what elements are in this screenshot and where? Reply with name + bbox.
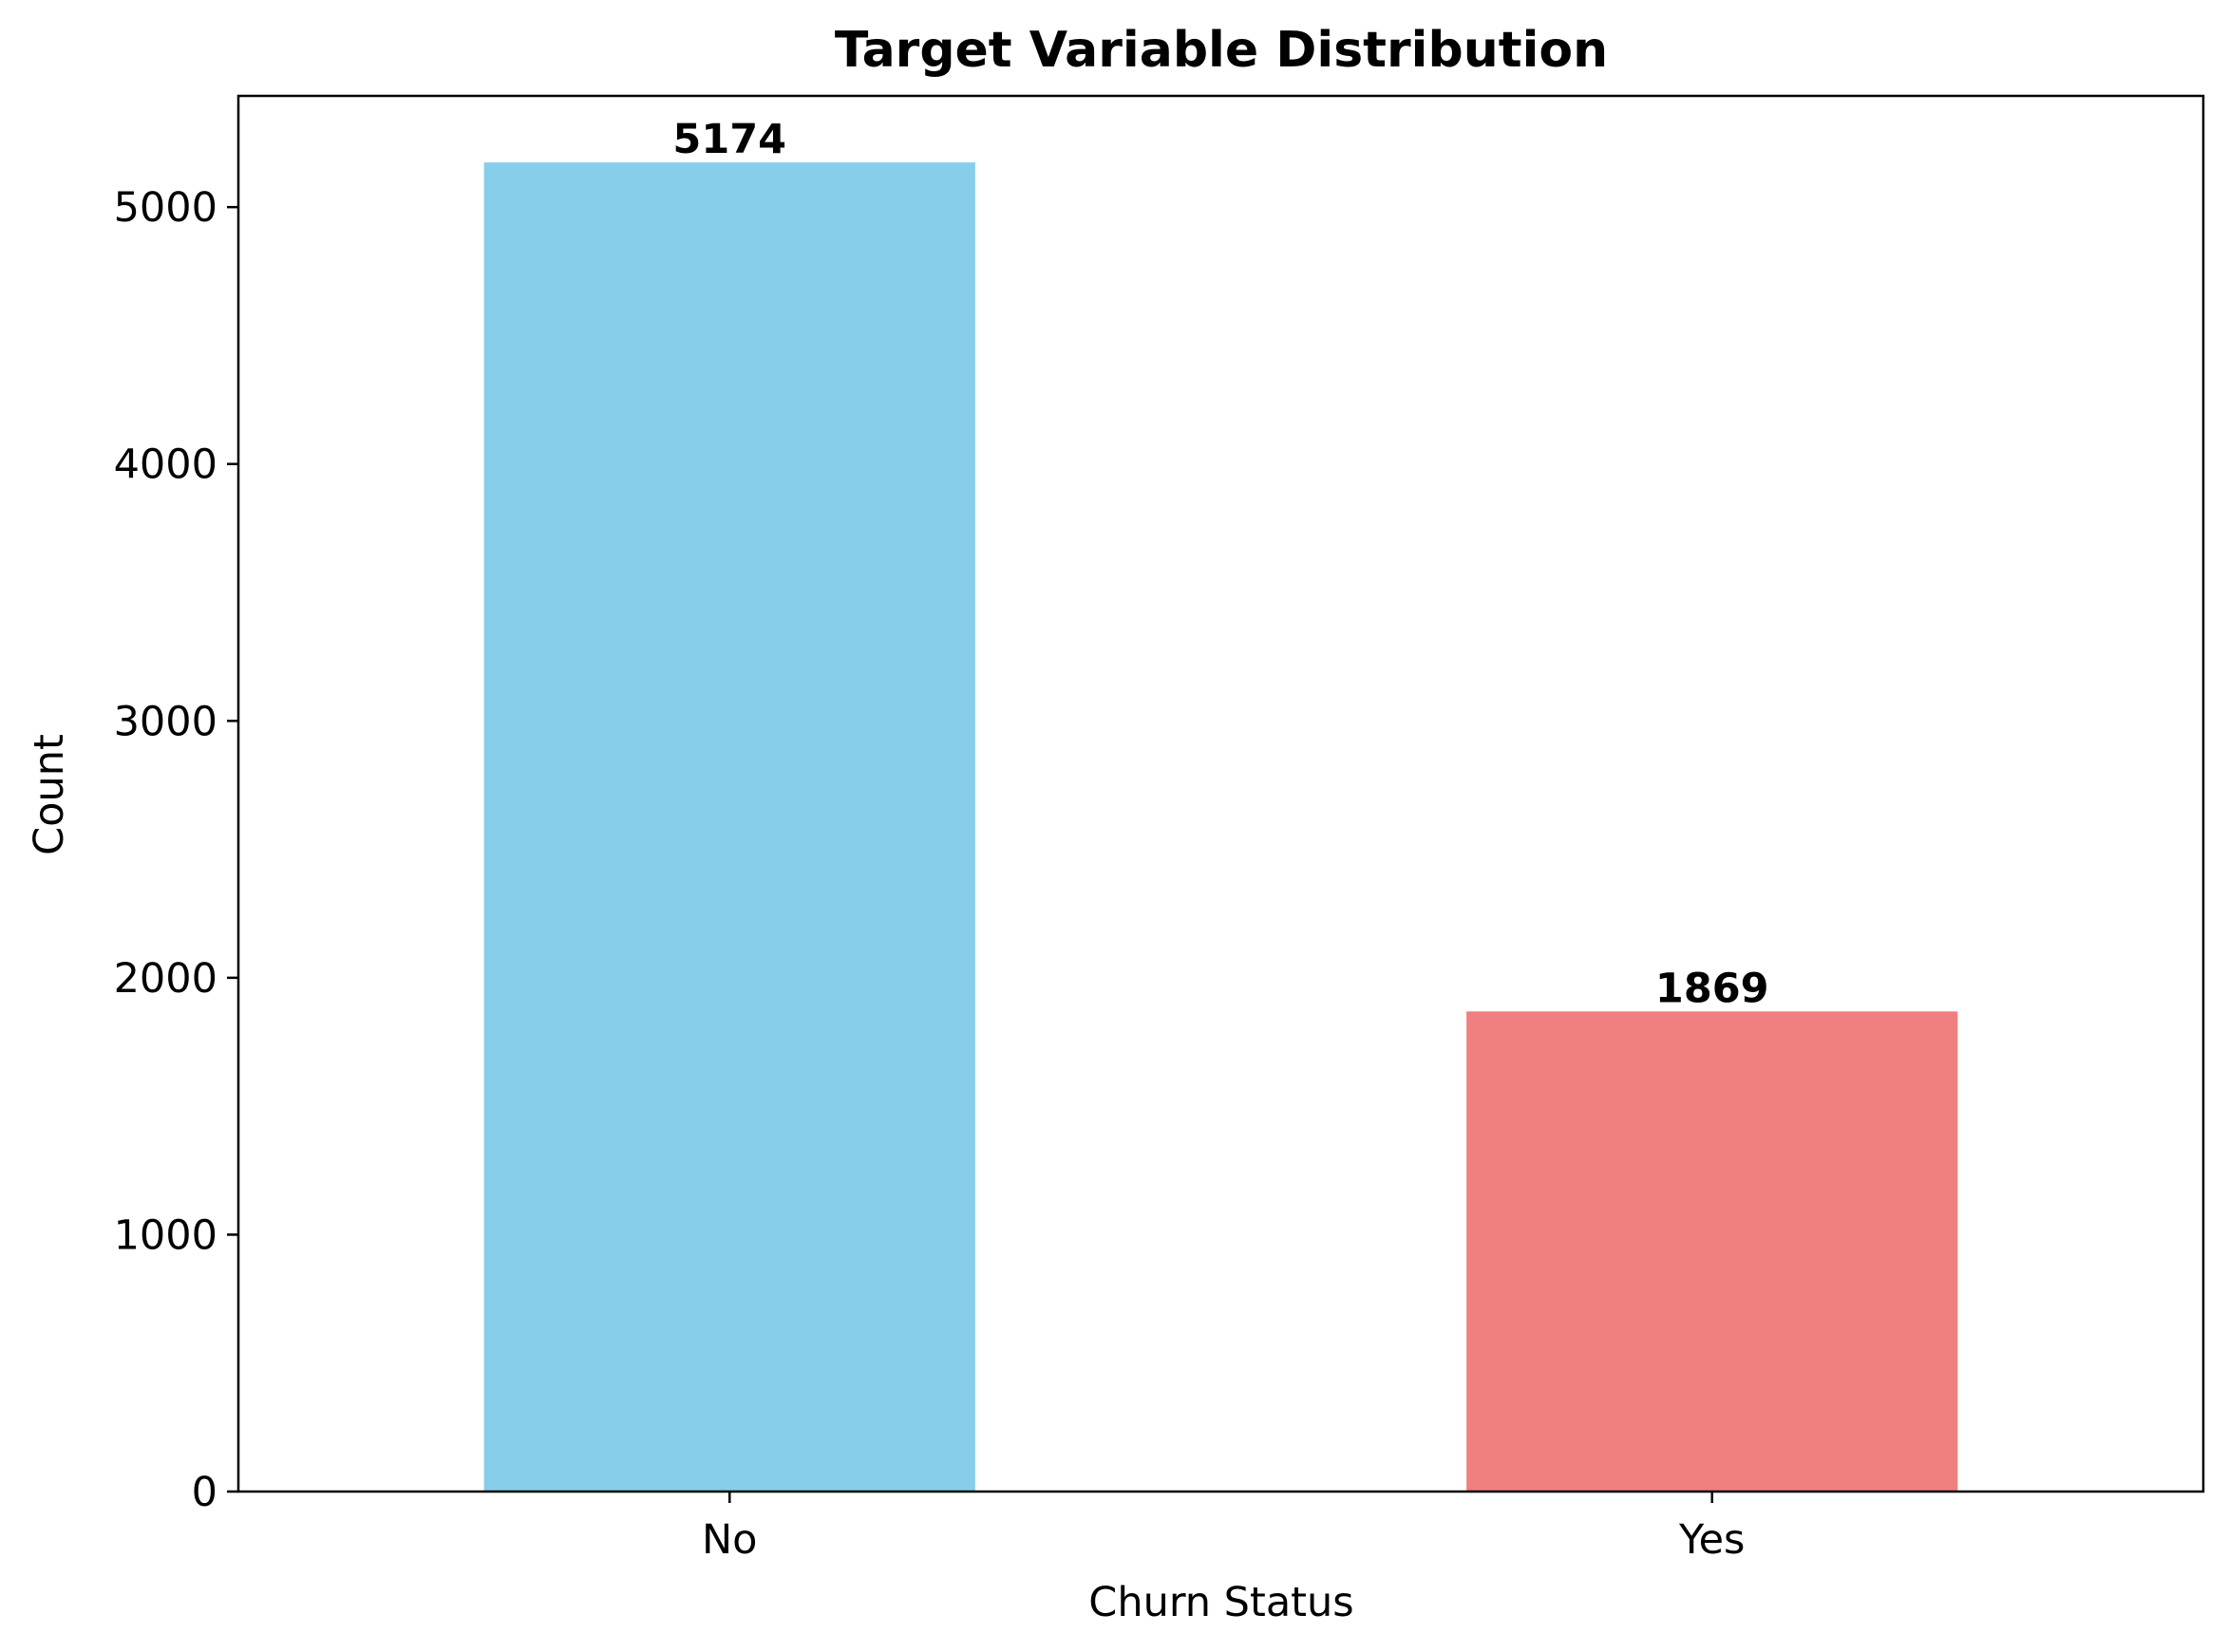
bar-value-label: 1869 [1655, 965, 1769, 1012]
y-tick-label: 3000 [114, 698, 217, 745]
x-axis-label: Churn Status [1088, 1579, 1353, 1626]
bar-value-label: 5174 [672, 116, 786, 163]
y-tick-label: 0 [192, 1469, 217, 1516]
x-tick-label: No [702, 1516, 757, 1564]
y-tick-label: 4000 [114, 441, 217, 489]
chart-title: Target Variable Distribution [835, 22, 1608, 79]
x-tick-label: Yes [1678, 1516, 1745, 1564]
y-tick-label: 1000 [114, 1211, 217, 1259]
bar-no [484, 162, 975, 1492]
bar-yes [1466, 1011, 1957, 1492]
y-axis-label: Count [26, 734, 73, 855]
y-tick-label: 2000 [114, 955, 217, 1003]
y-tick-label: 5000 [114, 184, 217, 232]
